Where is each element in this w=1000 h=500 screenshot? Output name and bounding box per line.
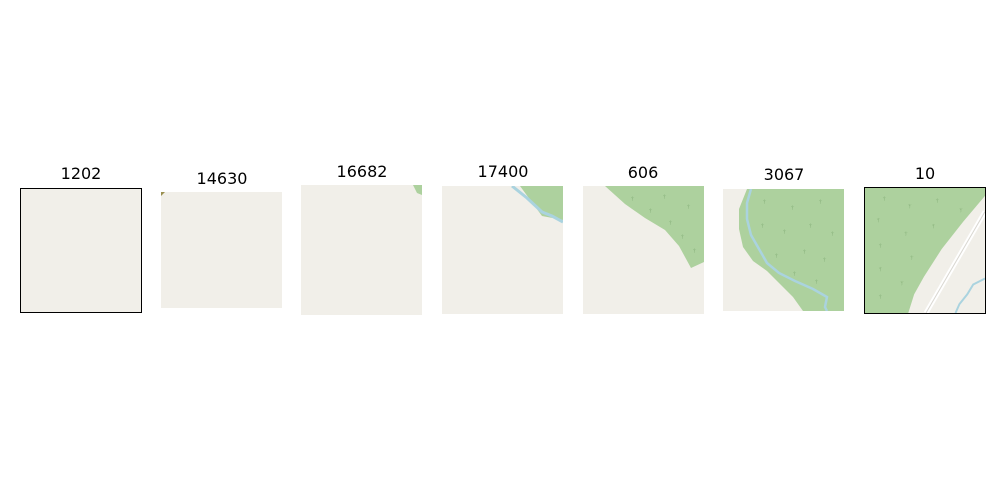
- map-tile: ⲯ ⲯ ⲯ ⲯ ⲯ ⲯ ⲯ: [583, 186, 704, 314]
- tile-title: 17400: [477, 162, 529, 181]
- stream: [511, 186, 563, 224]
- forest-area: [520, 186, 563, 220]
- map-tile: [301, 185, 422, 315]
- map-fragment: [161, 192, 165, 196]
- map-tile: [442, 186, 563, 314]
- svg-text:ⲯ: ⲯ: [819, 198, 823, 205]
- svg-text:ⲯ: ⲯ: [879, 294, 883, 300]
- map-tile: [161, 192, 282, 308]
- tile-map-graphic: ⲯ ⲯ ⲯ ⲯ ⲯ ⲯ ⲯ: [605, 186, 704, 268]
- forest-area: [413, 185, 422, 195]
- svg-text:ⲯ: ⲯ: [908, 204, 912, 210]
- svg-text:ⲯ: ⲯ: [775, 252, 779, 259]
- tile-map-graphic: [413, 185, 422, 195]
- svg-text:ⲯ: ⲯ: [649, 207, 653, 214]
- svg-text:ⲯ: ⲯ: [693, 247, 697, 254]
- svg-text:ⲯ: ⲯ: [904, 231, 908, 237]
- forest-symbols: ⲯ ⲯ ⲯ ⲯ ⲯ ⲯ ⲯ ⲯ ⲯ ⲯ ⲯ ⲯ: [877, 196, 964, 300]
- svg-text:ⲯ: ⲯ: [793, 270, 797, 277]
- svg-text:ⲯ: ⲯ: [763, 198, 767, 205]
- stream: [954, 277, 985, 313]
- road-centerline: [925, 211, 985, 313]
- svg-text:ⲯ: ⲯ: [815, 278, 819, 285]
- tile-title: 1202: [60, 164, 102, 183]
- svg-text:ⲯ: ⲯ: [791, 204, 795, 211]
- svg-text:ⲯ: ⲯ: [936, 198, 940, 204]
- tile-map-graphic: [161, 192, 165, 196]
- map-tile: ⲯ ⲯ ⲯ ⲯ ⲯ ⲯ ⲯ ⲯ ⲯ ⲯ ⲯ ⲯ: [723, 189, 844, 311]
- svg-text:ⲯ: ⲯ: [879, 243, 883, 249]
- tile-title: 10: [914, 164, 936, 183]
- svg-text:ⲯ: ⲯ: [823, 256, 827, 263]
- svg-text:ⲯ: ⲯ: [910, 255, 914, 261]
- tile-title: 3067: [763, 165, 805, 184]
- forest-symbols: ⲯ ⲯ ⲯ ⲯ ⲯ ⲯ ⲯ ⲯ ⲯ ⲯ ⲯ ⲯ: [761, 198, 835, 285]
- svg-text:ⲯ: ⲯ: [669, 219, 673, 226]
- svg-text:ⲯ: ⲯ: [877, 217, 881, 223]
- tile-title: 14630: [196, 169, 248, 188]
- svg-text:ⲯ: ⲯ: [809, 222, 813, 229]
- tile-title: 16682: [336, 162, 388, 181]
- map-tile: [20, 188, 142, 313]
- svg-text:ⲯ: ⲯ: [879, 267, 883, 273]
- svg-text:ⲯ: ⲯ: [831, 230, 835, 237]
- map-tile: ⲯ ⲯ ⲯ ⲯ ⲯ ⲯ ⲯ ⲯ ⲯ ⲯ ⲯ ⲯ: [864, 187, 986, 314]
- tile-map-graphic: [511, 186, 563, 224]
- svg-text:ⲯ: ⲯ: [631, 195, 635, 202]
- tile-title: 606: [627, 163, 659, 182]
- svg-text:ⲯ: ⲯ: [761, 222, 765, 229]
- stream: [745, 189, 829, 311]
- svg-text:ⲯ: ⲯ: [803, 248, 807, 255]
- svg-text:ⲯ: ⲯ: [883, 196, 887, 202]
- svg-text:ⲯ: ⲯ: [959, 208, 963, 214]
- svg-text:ⲯ: ⲯ: [681, 233, 685, 240]
- svg-text:ⲯ: ⲯ: [932, 223, 936, 229]
- forest-symbols: ⲯ ⲯ ⲯ ⲯ ⲯ ⲯ ⲯ: [631, 193, 697, 254]
- svg-text:ⲯ: ⲯ: [900, 280, 904, 286]
- svg-text:ⲯ: ⲯ: [663, 193, 667, 200]
- svg-text:ⲯ: ⲯ: [783, 228, 787, 235]
- forest-area: [605, 186, 704, 268]
- tile-map-graphic: ⲯ ⲯ ⲯ ⲯ ⲯ ⲯ ⲯ ⲯ ⲯ ⲯ ⲯ ⲯ: [865, 188, 985, 313]
- svg-text:ⲯ: ⲯ: [687, 203, 691, 210]
- forest-area: [865, 188, 985, 313]
- forest-area: [739, 189, 844, 311]
- tile-map-graphic: ⲯ ⲯ ⲯ ⲯ ⲯ ⲯ ⲯ ⲯ ⲯ ⲯ ⲯ ⲯ: [739, 189, 844, 311]
